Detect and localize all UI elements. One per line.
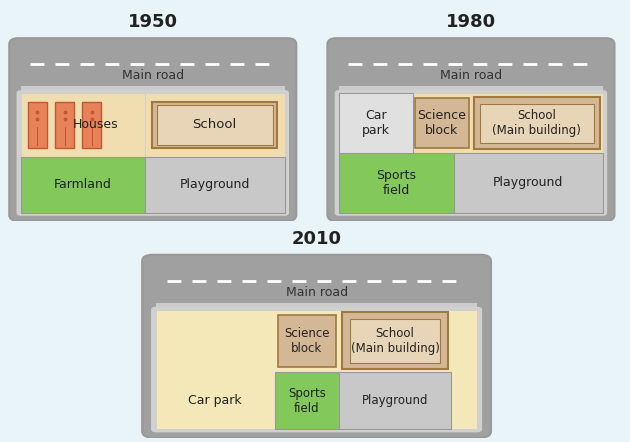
Text: 1980: 1980 (446, 13, 496, 31)
Bar (21, 93, 145, 156)
Bar (157, 105, 273, 145)
Bar (454, 153, 603, 213)
Bar (339, 93, 413, 153)
Text: School: School (193, 118, 237, 131)
Text: Science
block: Science block (284, 327, 329, 355)
Text: Main road: Main road (122, 69, 184, 82)
Bar (55, 102, 74, 148)
Bar (275, 372, 339, 429)
Text: Science
block: Science block (418, 109, 466, 137)
Bar (350, 319, 440, 362)
Bar (278, 315, 336, 367)
Bar (28, 102, 47, 148)
Text: Main road: Main road (285, 286, 348, 299)
Text: Playground: Playground (362, 394, 428, 407)
Bar (156, 310, 477, 429)
Text: Car
park: Car park (362, 109, 390, 137)
Bar (152, 102, 277, 148)
Bar (21, 156, 145, 213)
Bar (339, 93, 603, 153)
Bar (339, 86, 603, 94)
Bar (474, 97, 600, 149)
Bar (415, 99, 469, 148)
Text: Main road: Main road (440, 69, 502, 82)
Text: School
(Main building): School (Main building) (351, 327, 440, 355)
Text: Sports
field: Sports field (377, 169, 416, 197)
Bar (341, 312, 449, 370)
Text: Playground: Playground (493, 176, 563, 189)
Text: School
(Main building): School (Main building) (493, 109, 581, 137)
FancyBboxPatch shape (335, 90, 607, 216)
Bar (21, 86, 285, 94)
Text: 1950: 1950 (128, 13, 178, 31)
FancyBboxPatch shape (328, 38, 614, 221)
Text: Car park: Car park (188, 394, 241, 407)
Bar (479, 103, 594, 143)
Text: Farmland: Farmland (54, 178, 112, 191)
FancyBboxPatch shape (151, 307, 482, 432)
Bar (83, 102, 101, 148)
Bar (145, 156, 285, 213)
FancyBboxPatch shape (142, 255, 491, 438)
FancyBboxPatch shape (16, 90, 289, 216)
Bar (339, 372, 451, 429)
Bar (145, 93, 285, 156)
Text: Houses: Houses (72, 118, 118, 131)
FancyBboxPatch shape (9, 38, 296, 221)
Text: 2010: 2010 (292, 230, 341, 248)
Bar (156, 302, 477, 311)
Text: Sports
field: Sports field (288, 387, 326, 415)
Bar (339, 153, 454, 213)
Text: Playground: Playground (180, 178, 250, 191)
